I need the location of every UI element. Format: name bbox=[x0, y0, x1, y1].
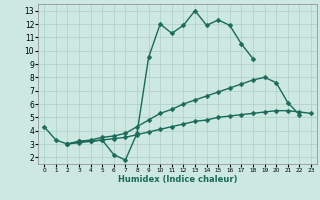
X-axis label: Humidex (Indice chaleur): Humidex (Indice chaleur) bbox=[118, 175, 237, 184]
